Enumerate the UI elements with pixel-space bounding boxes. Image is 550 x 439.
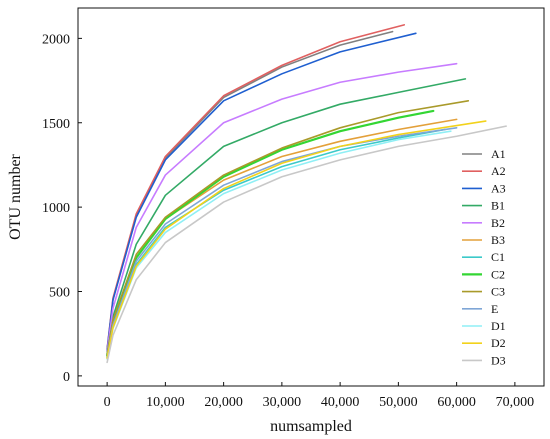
series-line-e xyxy=(106,127,458,359)
series-line-d3 xyxy=(106,125,507,364)
x-tick-label-4: 40,000 xyxy=(321,395,360,410)
y-axis-ticks: 0 500 1000 1500 2000 xyxy=(42,32,82,385)
legend-label-c3: C3 xyxy=(491,285,505,299)
y-tick-label-4: 2000 xyxy=(42,32,70,47)
x-tick-label-3: 30,000 xyxy=(263,395,302,410)
legend-label-b1: B1 xyxy=(491,199,505,213)
series-line-b1 xyxy=(106,78,467,355)
y-tick-label-1: 500 xyxy=(49,286,70,301)
legend-label-d3: D3 xyxy=(491,353,506,367)
legend-label-a2: A2 xyxy=(491,164,506,178)
x-tick-label-5: 50,000 xyxy=(379,395,418,410)
legend: A1 A2 A3 B1 B2 B3 C1 C2 C3 E D1 D2 D3 xyxy=(462,147,506,367)
y-tick-label-3: 1500 xyxy=(42,117,70,132)
legend-label-c2: C2 xyxy=(491,267,505,281)
y-axis-label: OTU number xyxy=(7,153,24,239)
x-tick-label-7: 70,000 xyxy=(496,395,535,410)
legend-label-a1: A1 xyxy=(491,147,506,161)
x-tick-label-1: 10,000 xyxy=(146,395,185,410)
x-tick-label-6: 60,000 xyxy=(437,395,476,410)
plot-frame xyxy=(77,7,545,387)
y-tick-label-0: 0 xyxy=(63,370,70,385)
series-line-d2 xyxy=(106,120,487,359)
legend-label-d1: D1 xyxy=(491,319,506,333)
legend-label-b3: B3 xyxy=(491,233,505,247)
series-line-b2 xyxy=(106,62,458,353)
legend-label-c1: C1 xyxy=(491,250,505,264)
legend-label-a3: A3 xyxy=(491,181,506,195)
legend-label-b2: B2 xyxy=(491,216,505,230)
x-axis-label: numsampled xyxy=(270,418,352,435)
x-tick-label-0: 0 xyxy=(104,395,111,410)
x-axis-ticks: 0 10,000 20,000 30,000 40,000 50,000 60,000 70,… xyxy=(104,382,535,410)
legend-label-e: E xyxy=(491,302,498,316)
y-tick-label-2: 1000 xyxy=(42,201,70,216)
series-layer xyxy=(106,24,507,364)
series-line-a3 xyxy=(106,32,417,351)
series-line-c3 xyxy=(106,100,470,356)
legend-label-d2: D2 xyxy=(491,336,506,350)
x-tick-label-2: 20,000 xyxy=(204,395,243,410)
